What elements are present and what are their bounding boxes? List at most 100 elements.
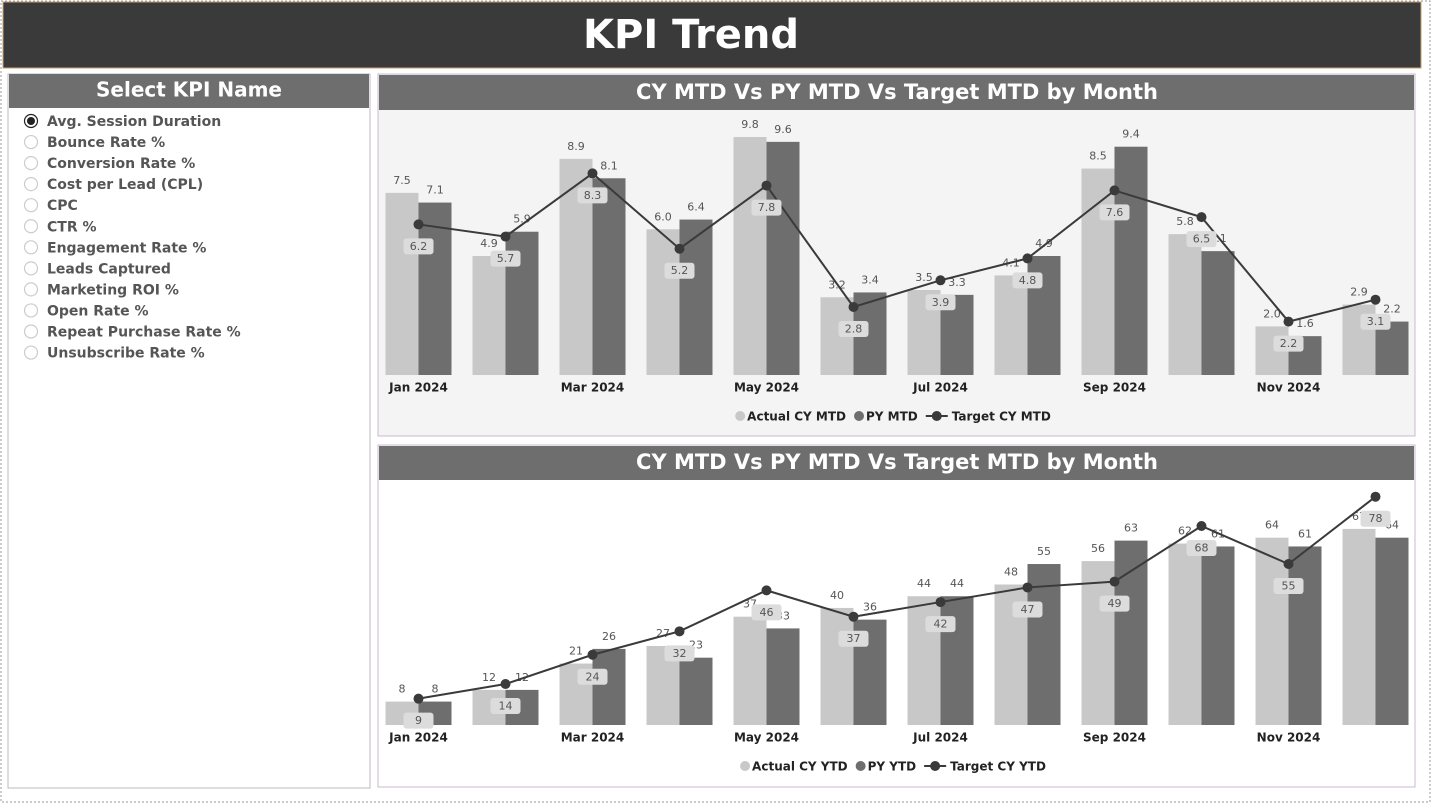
header-bar	[2, 1, 1422, 69]
option-label[interactable]: Conversion Rate %	[47, 156, 195, 172]
slicer-title: Select KPI Name	[96, 78, 282, 102]
data-label: 3.4	[861, 273, 879, 286]
chart-title-bar	[379, 446, 1414, 480]
slicer-option[interactable]: Avg. Session Duration	[23, 113, 222, 130]
legend-swatch	[740, 761, 751, 771]
radio-button[interactable]	[23, 134, 39, 150]
option-label[interactable]: Open Rate %	[47, 303, 149, 319]
data-label-box	[1273, 335, 1304, 352]
data-label: 63	[1124, 522, 1138, 535]
bar	[1168, 543, 1202, 725]
data-label: 6.4	[687, 201, 705, 214]
legend-label: Target CY MTD	[952, 410, 1051, 424]
line-marker	[935, 597, 946, 608]
data-label: 3.3	[948, 276, 966, 289]
data-label: 2.9	[1350, 286, 1368, 299]
data-label-box	[1099, 204, 1130, 221]
line-marker	[587, 168, 598, 179]
slicer-option[interactable]: Bounce Rate %	[23, 134, 166, 151]
slicer-options: Avg. Session Duration Bounce Rate % Conver…	[23, 113, 241, 362]
radio-button[interactable]	[23, 261, 39, 276]
option-label[interactable]: CPC	[47, 198, 78, 214]
slicer-option[interactable]: Repeat Purchase Rate %	[23, 324, 241, 341]
option-label[interactable]: Repeat Purchase Rate %	[47, 325, 241, 341]
data-label: 8	[432, 683, 439, 696]
bar	[1201, 546, 1235, 725]
bar	[766, 141, 800, 375]
bar	[385, 192, 419, 375]
option-label[interactable]: Engagement Rate %	[47, 240, 206, 256]
line-marker	[1196, 520, 1207, 531]
legend-swatch	[855, 761, 866, 771]
line-marker	[1022, 253, 1033, 264]
data-label: 61	[1298, 527, 1312, 540]
bar	[1114, 540, 1148, 725]
bar	[733, 616, 767, 725]
data-label: 2.2	[1383, 303, 1401, 316]
legend: Actual CY MTD PY MTD Target CY MTD	[735, 410, 1051, 424]
data-label-box	[577, 668, 608, 685]
option-label[interactable]: Avg. Session Duration	[47, 114, 221, 130]
radio-button[interactable]	[23, 219, 39, 234]
data-label-box	[490, 698, 521, 715]
x-tick-label: Nov 2024	[1257, 381, 1321, 395]
line-marker	[1370, 294, 1381, 305]
line-marker	[674, 626, 685, 637]
option-label[interactable]: Marketing ROI %	[47, 282, 179, 298]
data-label: 4.8	[1019, 274, 1037, 287]
option-label[interactable]: CTR %	[47, 219, 97, 235]
data-label: 44	[950, 577, 964, 590]
line-marker	[1109, 576, 1120, 587]
slicer-option[interactable]: Unsubscribe Rate %	[23, 345, 205, 362]
slicer-option[interactable]: Conversion Rate %	[23, 156, 196, 172]
data-label-box	[1360, 313, 1391, 330]
data-label-box	[838, 630, 869, 647]
line-marker	[935, 275, 946, 286]
line-marker	[587, 649, 598, 660]
slicer-option[interactable]: Open Rate %	[23, 303, 149, 319]
option-label[interactable]: Unsubscribe Rate %	[47, 346, 205, 362]
slicer-option[interactable]: Engagement Rate %	[23, 240, 207, 256]
data-label: 78	[1369, 512, 1383, 525]
slicer-title-bar	[9, 74, 369, 108]
bar	[1168, 234, 1202, 375]
radio-button[interactable]	[23, 303, 39, 318]
data-label: 4.9	[480, 237, 498, 250]
slicer-option[interactable]: Leads Captured	[23, 261, 171, 277]
bar	[994, 275, 1028, 375]
data-label-box	[751, 199, 782, 216]
x-tick-label: Jan 2024	[388, 731, 448, 745]
x-tick-label: Jan 2024	[388, 381, 448, 395]
bar	[1288, 546, 1322, 725]
data-label-box	[403, 238, 434, 255]
data-label-box	[1012, 601, 1043, 618]
radio-button[interactable]	[23, 324, 39, 339]
slicer-option[interactable]: Marketing ROI %	[23, 282, 179, 298]
radio-button[interactable]	[23, 156, 39, 171]
radio-button[interactable]	[23, 198, 39, 213]
data-label: 2.0	[1263, 307, 1281, 320]
x-tick-label: Jul 2024	[912, 731, 968, 745]
data-label: 4.9	[1035, 237, 1053, 250]
radio-button[interactable]	[23, 177, 39, 192]
bar	[820, 607, 854, 725]
slicer-option[interactable]: CPC	[23, 198, 78, 214]
slicer-option[interactable]: CTR %	[23, 219, 97, 235]
bar	[1081, 561, 1115, 725]
bar	[1375, 321, 1409, 375]
bar	[472, 256, 506, 375]
slicer-option[interactable]: Cost per Lead (CPL)	[23, 177, 204, 193]
legend: Actual CY YTD PY YTD Target CY YTD	[740, 760, 1046, 774]
radio-button[interactable]	[23, 345, 39, 360]
chart-panel	[377, 73, 1416, 437]
option-label[interactable]: Bounce Rate %	[47, 135, 165, 151]
line-marker	[500, 231, 511, 242]
bar	[1342, 528, 1376, 725]
option-label[interactable]: Leads Captured	[47, 261, 171, 277]
radio-button[interactable]	[23, 240, 39, 255]
data-label: 26	[602, 630, 616, 643]
option-label[interactable]: Cost per Lead (CPL)	[47, 177, 203, 193]
data-label-box	[925, 294, 956, 311]
radio-button[interactable]	[23, 282, 39, 297]
data-label: 5.2	[671, 264, 689, 277]
